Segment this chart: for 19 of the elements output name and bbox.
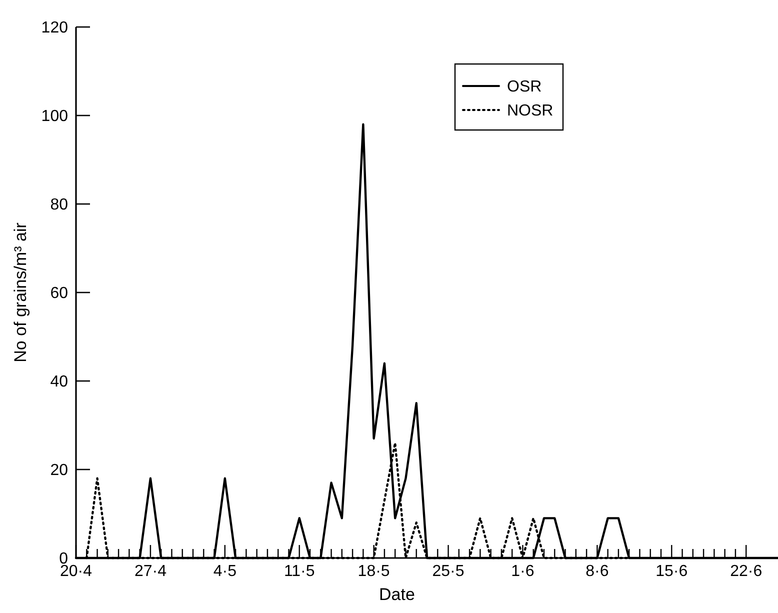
x-axis-title: Date xyxy=(379,585,415,604)
x-tick-label: 27·4 xyxy=(134,563,167,580)
legend-label: OSR xyxy=(507,78,542,96)
y-axis-title: No of grains/m³ air xyxy=(11,222,30,362)
y-tick-label: 20 xyxy=(50,462,68,480)
y-tick-label: 120 xyxy=(41,20,68,37)
y-tick-label: 40 xyxy=(50,374,68,391)
y-tick-label: 80 xyxy=(50,196,68,214)
y-tick-label: 100 xyxy=(41,108,68,126)
x-tick-label: 15·6 xyxy=(656,563,688,580)
x-tick-label: 8·6 xyxy=(586,563,609,580)
y-tick-label: 60 xyxy=(50,285,68,302)
x-tick-label: 1·6 xyxy=(511,563,534,580)
x-tick-label: 18·5 xyxy=(358,563,390,580)
x-tick-label: 11·5 xyxy=(284,563,315,580)
x-tick-label: 4·5 xyxy=(213,563,237,580)
x-tick-label: 25·5 xyxy=(432,563,464,580)
x-tick-label: 22·6 xyxy=(730,563,762,580)
legend-label: NOSR xyxy=(507,102,554,120)
